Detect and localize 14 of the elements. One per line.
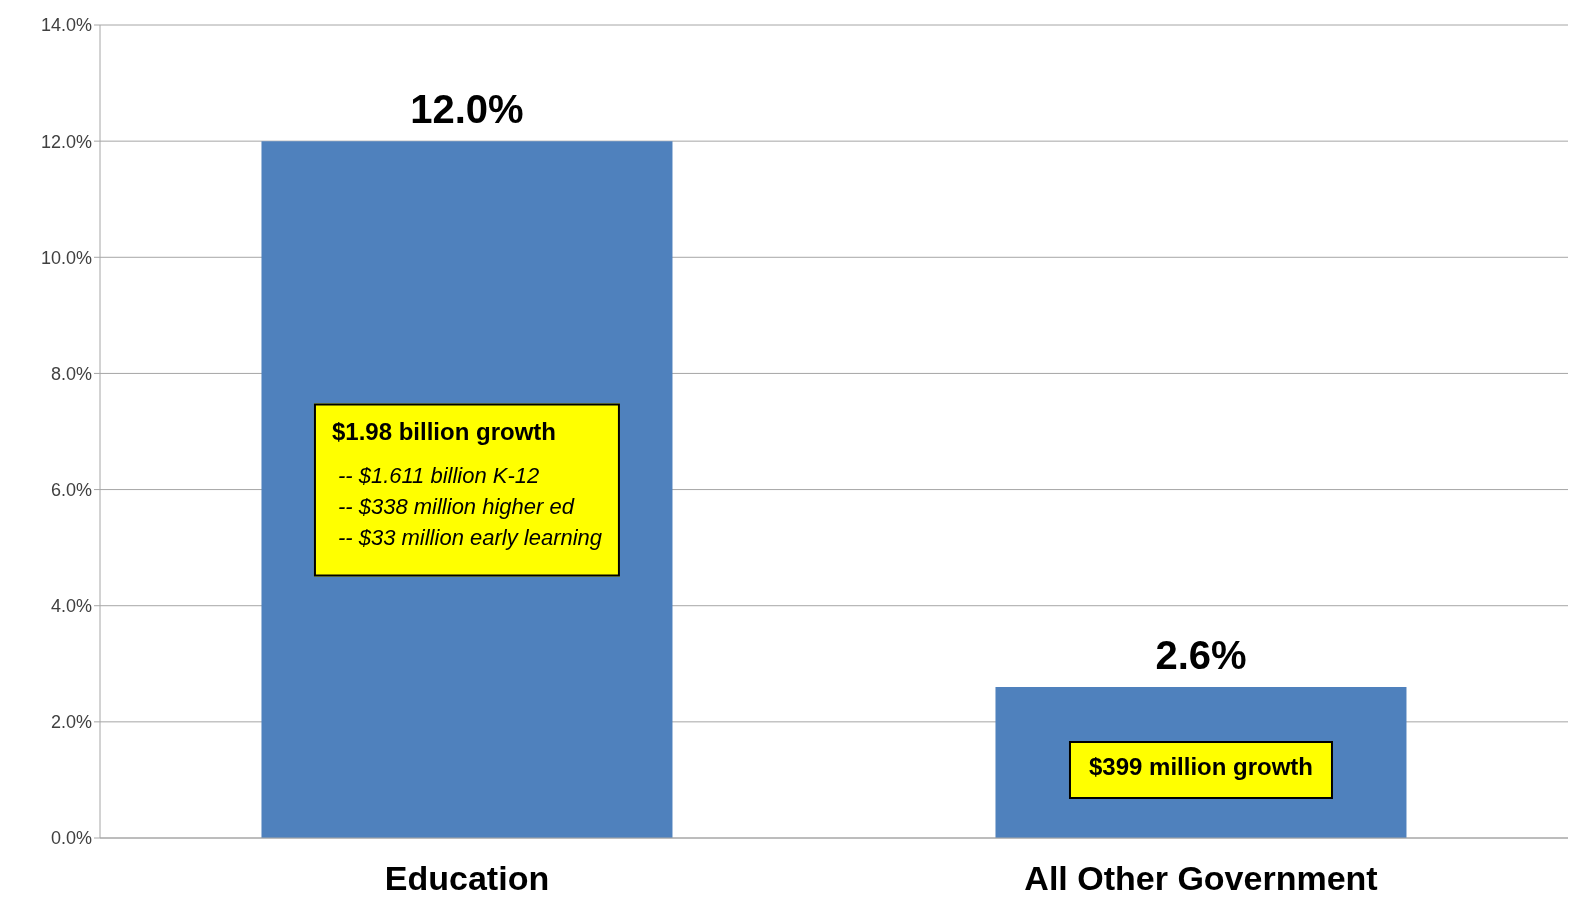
y-tick-label: 8.0%	[50, 363, 92, 384]
y-tick-label: 12.0%	[40, 131, 92, 152]
y-tick-label: 4.0%	[50, 596, 92, 617]
x-tick-label: All Other Government	[1024, 859, 1378, 898]
y-tick-label: 14.0%	[40, 15, 92, 36]
annotation: $1.98 billion growth -- $1.611 billion K-12 -- $338 million higher ed -- $33 million early learning	[331, 417, 603, 552]
y-tick-label: 10.0%	[40, 247, 92, 268]
annotation: $399 million growth	[1088, 753, 1314, 782]
y-tick-label: 2.0%	[50, 712, 92, 733]
data-label: 12.0%	[410, 87, 524, 132]
data-label: 2.6%	[1155, 633, 1247, 678]
y-tick-label: 0.0%	[50, 828, 92, 849]
x-tick-label: Education	[384, 859, 550, 898]
y-tick-label: 6.0%	[50, 479, 92, 500]
